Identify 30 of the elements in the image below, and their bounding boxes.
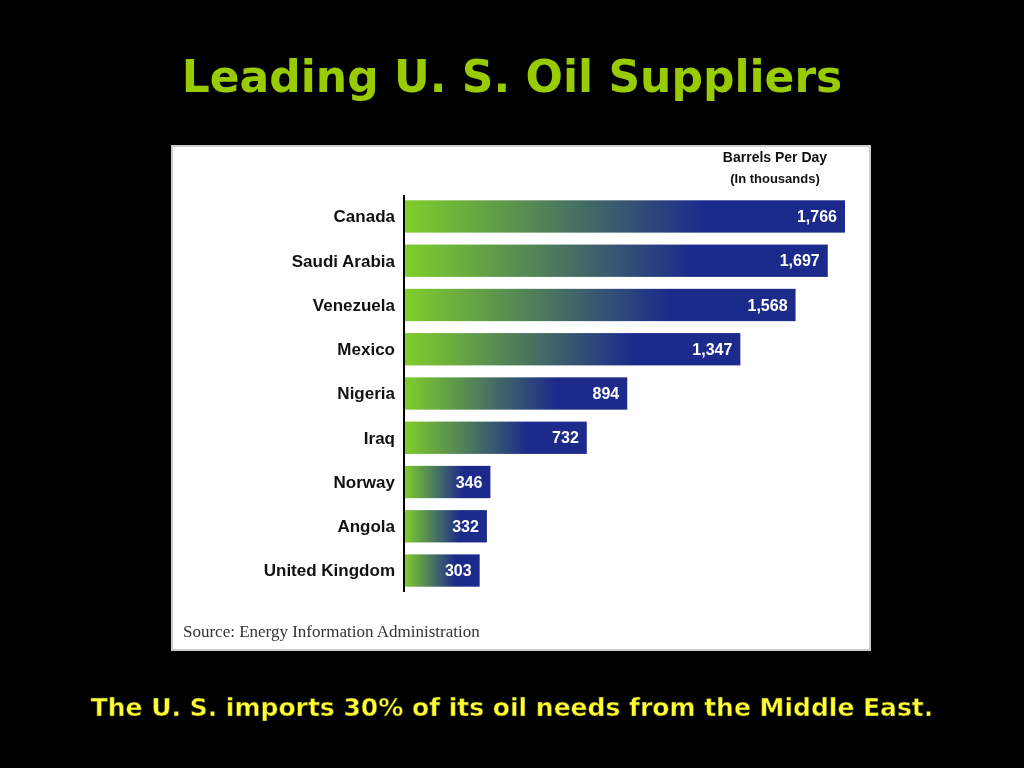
- data-label: 332: [452, 517, 479, 535]
- data-label: 1,347: [692, 340, 733, 358]
- y-tick-label: Norway: [333, 472, 396, 492]
- y-tick-label: United Kingdom: [263, 561, 395, 581]
- data-label: 894: [592, 385, 620, 403]
- y-tick-label: Nigeria: [337, 384, 396, 404]
- bar: [404, 200, 845, 233]
- text: The U. S. imports 30% of its oil needs from the Middle East.: [90, 693, 934, 722]
- y-tick-label: Iraq: [363, 428, 395, 448]
- y-tick-label: Venezuela: [312, 295, 396, 315]
- source-note: Source: Energy Information Administration: [183, 622, 481, 641]
- y-tick-label: Saudi Arabia: [291, 251, 396, 271]
- data-label: 732: [552, 429, 579, 447]
- x-axis-title: Barrels Per Day (In thousands): [722, 149, 828, 186]
- y-tick-label: Canada: [333, 207, 396, 227]
- bar: [404, 421, 587, 454]
- data-label: 1,766: [796, 208, 838, 226]
- y-tick-label: Angola: [337, 517, 396, 537]
- bar: [404, 377, 628, 410]
- bar: [404, 288, 796, 322]
- y-tick-label: Mexico: [337, 340, 395, 360]
- data-label: 303: [444, 562, 472, 580]
- bar: [404, 510, 487, 543]
- data-label: 346: [455, 473, 483, 491]
- bar: [404, 554, 480, 587]
- bar: [404, 244, 828, 277]
- data-label: 1,697: [779, 252, 820, 270]
- bar: [404, 333, 741, 366]
- data-label: 1,568: [747, 296, 788, 314]
- chart-title: Leading U. S. Oil Suppliers: [181, 51, 843, 102]
